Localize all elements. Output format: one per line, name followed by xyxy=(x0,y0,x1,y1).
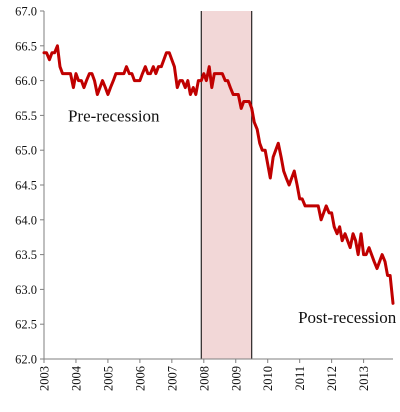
labels-layer: 62.0 62.5 63.0 63.5 64.0 64.5 65.0 65.5 66.0 66.5… xyxy=(15,5,397,392)
y-tick-label: 65.5 xyxy=(15,109,37,123)
y-tick-label: 63.0 xyxy=(15,283,37,297)
x-tick-label: 2011 xyxy=(293,366,307,391)
y-tick-label: 65.0 xyxy=(15,144,37,158)
y-tick-label: 63.5 xyxy=(15,248,37,262)
x-tick-label: 2008 xyxy=(197,366,211,391)
x-tick-label: 2007 xyxy=(165,366,179,391)
x-tick-label: 2009 xyxy=(229,366,243,391)
x-tick-label: 2003 xyxy=(38,366,52,391)
y-tick-label: 66.0 xyxy=(15,74,37,88)
series-layer xyxy=(42,44,395,305)
recession-shading-layer xyxy=(200,11,253,359)
y-tick-label: 66.5 xyxy=(15,39,37,53)
x-tick-label: 2013 xyxy=(357,366,371,391)
y-tick-label: 62.0 xyxy=(15,353,37,367)
x-tick-label: 2010 xyxy=(261,366,275,391)
recession-band xyxy=(201,11,252,359)
x-tick-label: 2006 xyxy=(133,366,147,391)
x-tick-label: 2004 xyxy=(69,365,83,391)
y-tick-label: 62.5 xyxy=(15,318,37,332)
x-tick-label: 2012 xyxy=(325,366,339,391)
y-tick-label: 64.0 xyxy=(15,213,37,227)
series-line xyxy=(42,44,395,305)
x-tick-label: 2005 xyxy=(101,366,115,391)
y-tick-label: 64.5 xyxy=(15,179,37,193)
annotation-label: Pre-recession xyxy=(68,106,160,125)
y-tick-label: 67.0 xyxy=(15,5,37,19)
annotation-label: Post-recession xyxy=(298,308,397,327)
axes-layer xyxy=(40,10,393,363)
